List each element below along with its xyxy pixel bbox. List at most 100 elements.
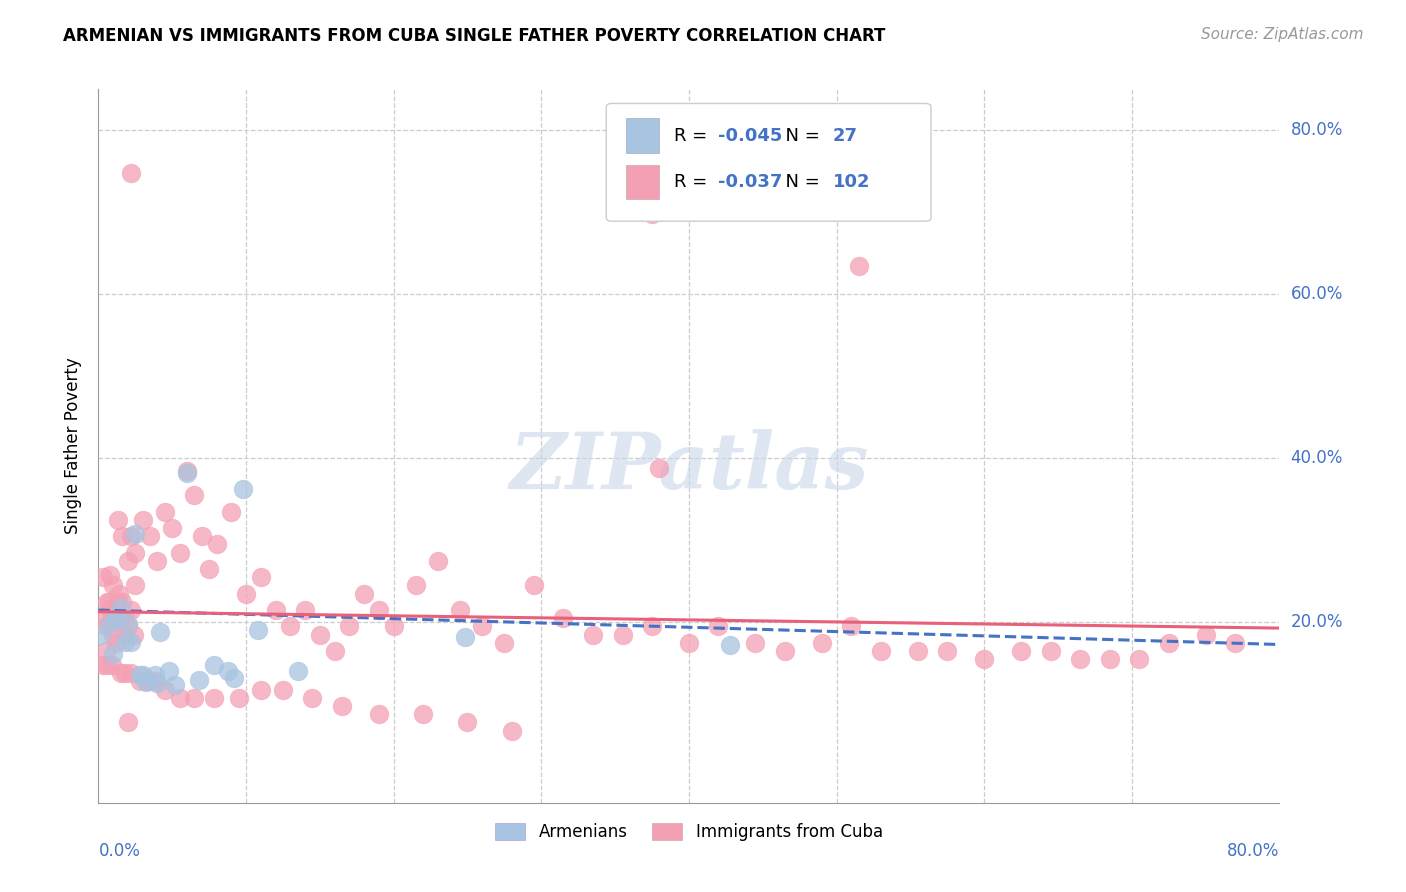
Point [120, 635, 142, 649]
Point [114, 666, 136, 681]
Point [246, 623, 269, 637]
Point [176, 466, 198, 480]
Point [471, 619, 494, 633]
Point [105, 611, 128, 625]
Point [97, 595, 120, 609]
Point [91, 570, 114, 584]
Point [120, 666, 142, 681]
Point [103, 647, 125, 661]
Point [98, 617, 121, 632]
Point [124, 546, 146, 560]
Point [183, 690, 205, 705]
Point [107, 513, 129, 527]
Point [250, 682, 273, 697]
Point [412, 707, 434, 722]
Point [103, 578, 125, 592]
Point [110, 600, 132, 615]
Point [139, 529, 162, 543]
Point [848, 259, 870, 273]
Point [678, 636, 700, 650]
Point [221, 505, 243, 519]
Point [198, 562, 221, 576]
Point [453, 630, 475, 644]
Point [146, 676, 169, 690]
Point [810, 636, 832, 650]
Point [169, 690, 191, 705]
Point [301, 690, 323, 705]
Text: 80.0%: 80.0% [1227, 842, 1279, 860]
Point [96, 595, 118, 609]
Point [1195, 627, 1218, 641]
Point [224, 671, 246, 685]
Point [117, 554, 139, 568]
Point [1157, 636, 1180, 650]
Point [187, 673, 209, 687]
Point [191, 529, 214, 543]
Point [1010, 644, 1032, 658]
Point [120, 166, 142, 180]
Point [143, 674, 166, 689]
Point [100, 658, 122, 673]
Point [98, 603, 121, 617]
Point [405, 578, 427, 592]
Point [169, 546, 191, 560]
Point [165, 678, 187, 692]
Point [973, 652, 995, 666]
Point [936, 644, 959, 658]
Text: 27: 27 [832, 127, 858, 145]
Point [111, 595, 134, 609]
Point [494, 636, 516, 650]
Text: R =: R = [673, 127, 713, 145]
Point [132, 668, 155, 682]
Point [280, 619, 302, 633]
Point [718, 638, 741, 652]
Point [117, 617, 139, 632]
Point [110, 611, 132, 625]
Text: 102: 102 [832, 173, 870, 191]
Point [330, 698, 353, 713]
Point [641, 207, 664, 221]
Point [117, 715, 139, 730]
Point [368, 707, 391, 722]
Point [98, 567, 121, 582]
Point [157, 664, 180, 678]
Point [553, 611, 575, 625]
Point [114, 635, 136, 649]
Point [323, 644, 346, 658]
Point [1039, 644, 1062, 658]
Point [457, 715, 479, 730]
Point [94, 644, 117, 658]
Point [205, 537, 228, 551]
Point [648, 461, 671, 475]
Point [382, 619, 405, 633]
Point [96, 658, 118, 673]
Text: Source: ZipAtlas.com: Source: ZipAtlas.com [1201, 27, 1364, 42]
Point [523, 578, 546, 592]
Point [449, 603, 471, 617]
Point [136, 674, 159, 689]
Text: N =: N = [773, 173, 825, 191]
Point [232, 483, 254, 497]
Point [111, 529, 134, 543]
Point [264, 603, 287, 617]
Point [114, 611, 136, 625]
Text: 0.0%: 0.0% [98, 842, 141, 860]
Point [183, 488, 205, 502]
Text: 80.0%: 80.0% [1291, 121, 1343, 139]
Point [91, 611, 114, 625]
Point [103, 611, 125, 625]
Point [91, 658, 114, 673]
Point [870, 644, 893, 658]
Point [153, 682, 176, 697]
Point [124, 526, 146, 541]
Text: 20.0%: 20.0% [1291, 614, 1343, 632]
Point [117, 619, 139, 633]
Point [368, 603, 391, 617]
Point [146, 554, 169, 568]
Point [120, 529, 142, 543]
Legend: Armenians, Immigrants from Cuba: Armenians, Immigrants from Cuba [488, 816, 890, 848]
Point [641, 619, 664, 633]
Point [105, 595, 128, 609]
Point [149, 625, 172, 640]
Text: -0.045: -0.045 [718, 127, 783, 145]
